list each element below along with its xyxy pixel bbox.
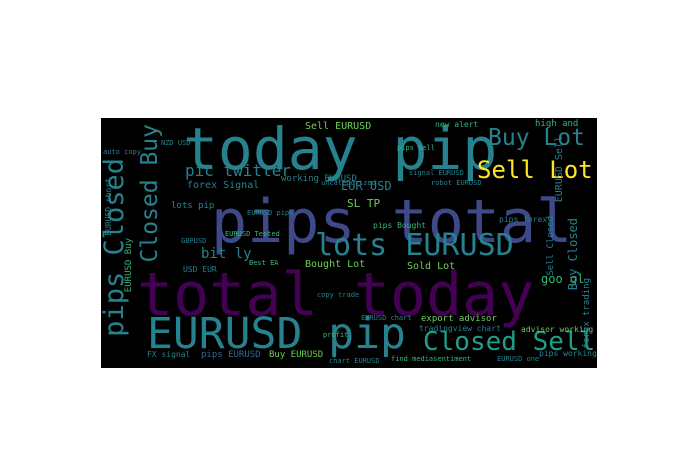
word-lots-pip: lots pip	[171, 201, 215, 211]
word-gbpusd: GBPUSD	[181, 237, 207, 245]
word-goo-gl: goo gl	[541, 272, 585, 286]
word-sold-lot: Sold Lot	[407, 261, 456, 272]
word-bought-lot: Bought Lot	[305, 259, 366, 270]
word-eurusd-tested: EURUSD Tested	[225, 230, 280, 238]
word-auto-copy: auto copy	[103, 148, 141, 156]
word-profit: profit	[323, 331, 349, 339]
word-new-alert: new alert	[435, 120, 479, 129]
word-total-today: total today	[137, 260, 535, 330]
word-advisor-working: advisor working	[521, 325, 594, 334]
word-uncategorized: uncategorized	[321, 179, 376, 187]
word-forex-trading: forex trading	[582, 278, 592, 349]
word-sl-tp: SL TP	[347, 197, 381, 210]
word-eurusd-pips: EURUSD pips	[247, 209, 294, 217]
word-sell-closed: Sell Closed	[546, 216, 556, 276]
word-sell-eurusd: Sell EURUSD	[305, 121, 372, 132]
word-chart-eurusd: chart EURUSD	[329, 357, 380, 365]
word-tradingview-chart: tradingview chart	[419, 324, 501, 333]
word-usd-eur: USD EUR	[183, 265, 217, 274]
word-working-eurusd: working EURUSD	[281, 174, 357, 184]
word-buy-closed: Buy Closed	[566, 218, 580, 291]
word-lots-eurusd: lots EURUSD	[315, 228, 514, 263]
word-closed-buy: Closed Buy	[137, 124, 163, 263]
word-today-pip: today pip	[183, 118, 498, 183]
word-cloud: pips total total today today pip EURUSD pip…	[101, 118, 597, 368]
word-export-advisor: export advisor	[421, 314, 497, 324]
word-eurusd-one: EURUSD one	[497, 355, 540, 363]
word-find-mediasentiment: find mediasentiment	[391, 355, 472, 363]
word-pips-working: pips working	[539, 349, 597, 358]
word-high-and: high and	[535, 119, 579, 129]
word-buy-lot: Buy Lot	[488, 125, 585, 151]
word-robot-eurusd: robot EURUSD	[431, 179, 482, 187]
word-signal-eurusd: signal EURUSD	[409, 169, 464, 177]
word-nzd-usd: NZD USD	[161, 139, 191, 147]
word-eurusd-short: EURUSD short	[104, 178, 113, 236]
word-pips-total: pips total	[211, 187, 573, 257]
word-pips-eurusd: pips EURUSD	[201, 350, 261, 360]
word-fx-signal: FX signal	[147, 350, 191, 359]
word-bit-ly: bit ly	[201, 246, 252, 262]
word-pic-twitter: pic twitter	[185, 161, 291, 180]
word-buy-eurusd: Buy EURUSD	[269, 350, 324, 360]
word-eurusd-buy: EURUSD Buy	[124, 238, 134, 293]
word-sell-lot: Sell Lot	[477, 156, 593, 184]
word-eur-usd: EUR USD	[341, 179, 392, 193]
word-eurusd-chart: EURUSD chart	[361, 314, 412, 322]
word-closed-sell: Closed Sell	[423, 327, 596, 357]
word-pips-sell: pips Sell	[397, 144, 435, 152]
word-eurusd-pip: EURUSD pip	[147, 309, 406, 359]
word-pips-forex: pips forex	[499, 215, 548, 224]
word-copy-trade: copy trade	[317, 291, 360, 299]
word-pips-bought: pips Bought	[373, 221, 426, 230]
word-eurusd-sell: EURUSD Sell	[554, 136, 565, 203]
word-forex-signal: forex Signal	[187, 180, 260, 191]
word-best-ea: Best EA	[249, 259, 279, 267]
